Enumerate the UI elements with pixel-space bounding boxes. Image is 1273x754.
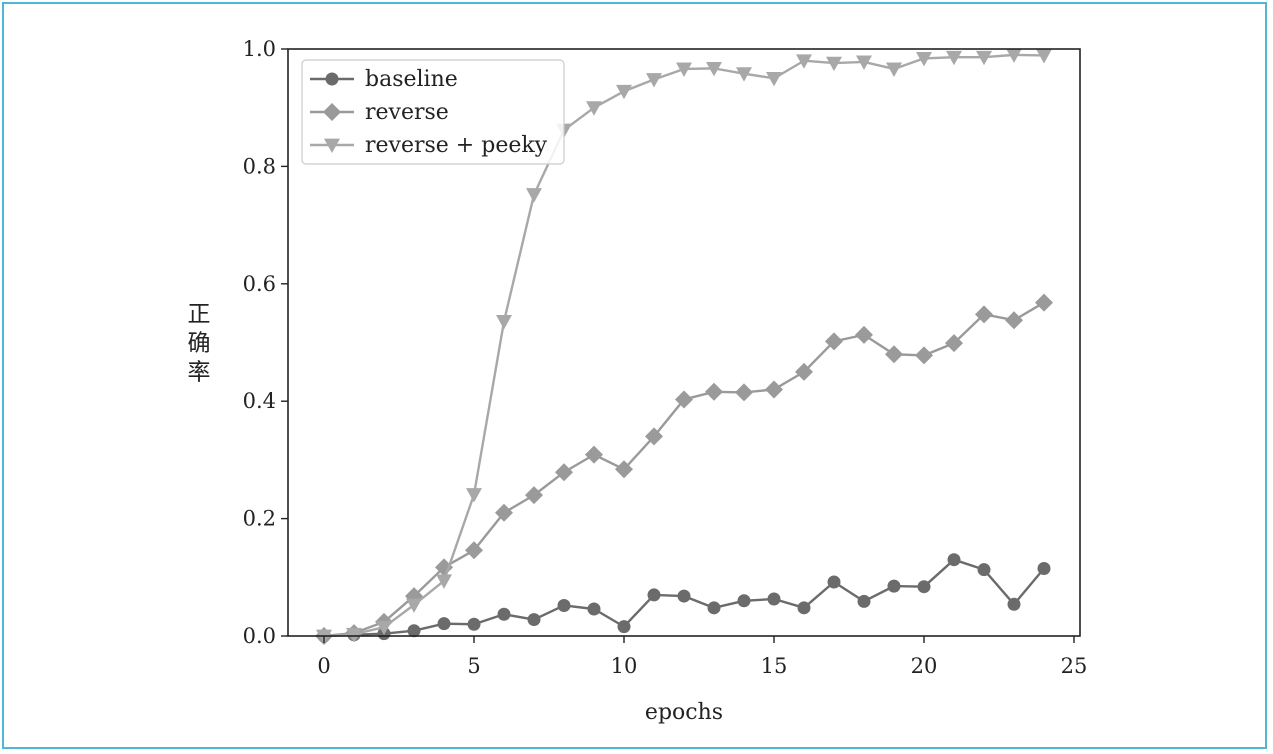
data-point bbox=[406, 598, 422, 613]
series-2 bbox=[316, 48, 1052, 644]
data-point bbox=[1037, 561, 1051, 575]
data-point bbox=[676, 62, 692, 77]
chart-marks bbox=[315, 48, 1053, 645]
data-point bbox=[1036, 49, 1052, 64]
data-point bbox=[466, 488, 482, 503]
data-point bbox=[825, 332, 843, 351]
data-point bbox=[495, 503, 513, 522]
axis-ticks: 0 5 10 15 20 25 0.0 0.2 0.4 0.6 0.8 1.0 bbox=[243, 37, 1088, 678]
data-point bbox=[675, 390, 693, 409]
y-axis-label-char: 确 bbox=[188, 331, 211, 357]
x-tick-label: 15 bbox=[761, 654, 788, 678]
data-point bbox=[646, 73, 662, 88]
legend: baseline reverse reverse + peeky bbox=[301, 59, 565, 165]
data-point bbox=[705, 382, 723, 401]
y-tick-label: 0.4 bbox=[243, 389, 276, 413]
data-point bbox=[1005, 311, 1023, 330]
data-point bbox=[735, 383, 753, 402]
data-point bbox=[855, 325, 873, 344]
data-point bbox=[945, 334, 963, 353]
x-tick-label: 0 bbox=[317, 654, 330, 678]
x-tick-label: 10 bbox=[611, 654, 638, 678]
data-point bbox=[886, 62, 902, 77]
data-point bbox=[645, 427, 663, 446]
data-point bbox=[435, 558, 453, 577]
x-axis-label: epochs bbox=[645, 700, 723, 725]
data-point bbox=[977, 563, 991, 577]
data-point bbox=[323, 103, 341, 121]
data-point bbox=[737, 594, 751, 608]
y-axis-label-char: 率 bbox=[188, 360, 211, 386]
data-point bbox=[615, 460, 633, 479]
data-point bbox=[765, 380, 783, 399]
series-0 bbox=[317, 553, 1051, 643]
series-line bbox=[323, 301, 1045, 638]
data-point bbox=[706, 61, 722, 77]
data-point bbox=[525, 486, 543, 505]
data-point bbox=[407, 624, 421, 638]
data-point bbox=[647, 588, 661, 602]
data-point bbox=[616, 84, 632, 100]
data-point bbox=[856, 55, 872, 70]
legend-label: reverse + peeky bbox=[365, 133, 548, 158]
data-point bbox=[1035, 293, 1053, 312]
data-point bbox=[826, 56, 842, 72]
y-tick-label: 1.0 bbox=[243, 37, 276, 61]
data-point bbox=[915, 346, 933, 365]
data-point bbox=[585, 445, 603, 464]
legend-label: reverse bbox=[365, 100, 449, 125]
data-point bbox=[587, 602, 601, 616]
data-point bbox=[437, 617, 451, 631]
data-point bbox=[975, 305, 993, 324]
data-point bbox=[707, 601, 721, 615]
data-point bbox=[324, 138, 340, 153]
data-point bbox=[887, 579, 901, 593]
data-point bbox=[827, 575, 841, 589]
data-point bbox=[767, 592, 781, 606]
data-point bbox=[617, 620, 631, 634]
data-point bbox=[797, 601, 811, 615]
y-tick-label: 0.2 bbox=[243, 507, 276, 531]
y-tick-label: 0.0 bbox=[243, 624, 276, 648]
data-point bbox=[526, 188, 542, 203]
data-point bbox=[557, 598, 571, 612]
data-point bbox=[496, 314, 512, 330]
data-point bbox=[796, 54, 812, 69]
data-point bbox=[346, 627, 362, 643]
data-point bbox=[766, 71, 782, 87]
data-point bbox=[677, 589, 691, 603]
data-point bbox=[1006, 48, 1022, 63]
y-axis-label-char: 正 bbox=[188, 302, 211, 328]
data-point bbox=[885, 345, 903, 364]
legend-label: baseline bbox=[365, 67, 458, 92]
data-point bbox=[976, 50, 992, 66]
y-tick-label: 0.6 bbox=[243, 272, 276, 296]
x-tick-label: 25 bbox=[1061, 654, 1088, 678]
data-point bbox=[467, 617, 481, 631]
data-point bbox=[916, 51, 932, 67]
data-point bbox=[586, 101, 602, 116]
y-tick-label: 0.8 bbox=[243, 154, 276, 178]
data-point bbox=[555, 463, 573, 482]
data-point bbox=[1007, 597, 1021, 611]
data-point bbox=[946, 50, 962, 66]
data-point bbox=[497, 607, 511, 621]
data-point bbox=[917, 580, 931, 594]
data-point bbox=[376, 620, 392, 636]
x-tick-label: 20 bbox=[911, 654, 938, 678]
data-point bbox=[465, 541, 483, 560]
y-axis-label: 正确率 bbox=[188, 302, 211, 386]
data-point bbox=[325, 72, 339, 86]
data-point bbox=[736, 67, 752, 82]
data-point bbox=[527, 613, 541, 627]
data-point bbox=[857, 594, 871, 608]
data-point bbox=[947, 553, 961, 567]
axes-frame bbox=[287, 48, 1081, 637]
x-tick-label: 5 bbox=[467, 654, 480, 678]
legend-box bbox=[301, 59, 565, 165]
data-point bbox=[436, 574, 452, 589]
data-point bbox=[795, 362, 813, 381]
